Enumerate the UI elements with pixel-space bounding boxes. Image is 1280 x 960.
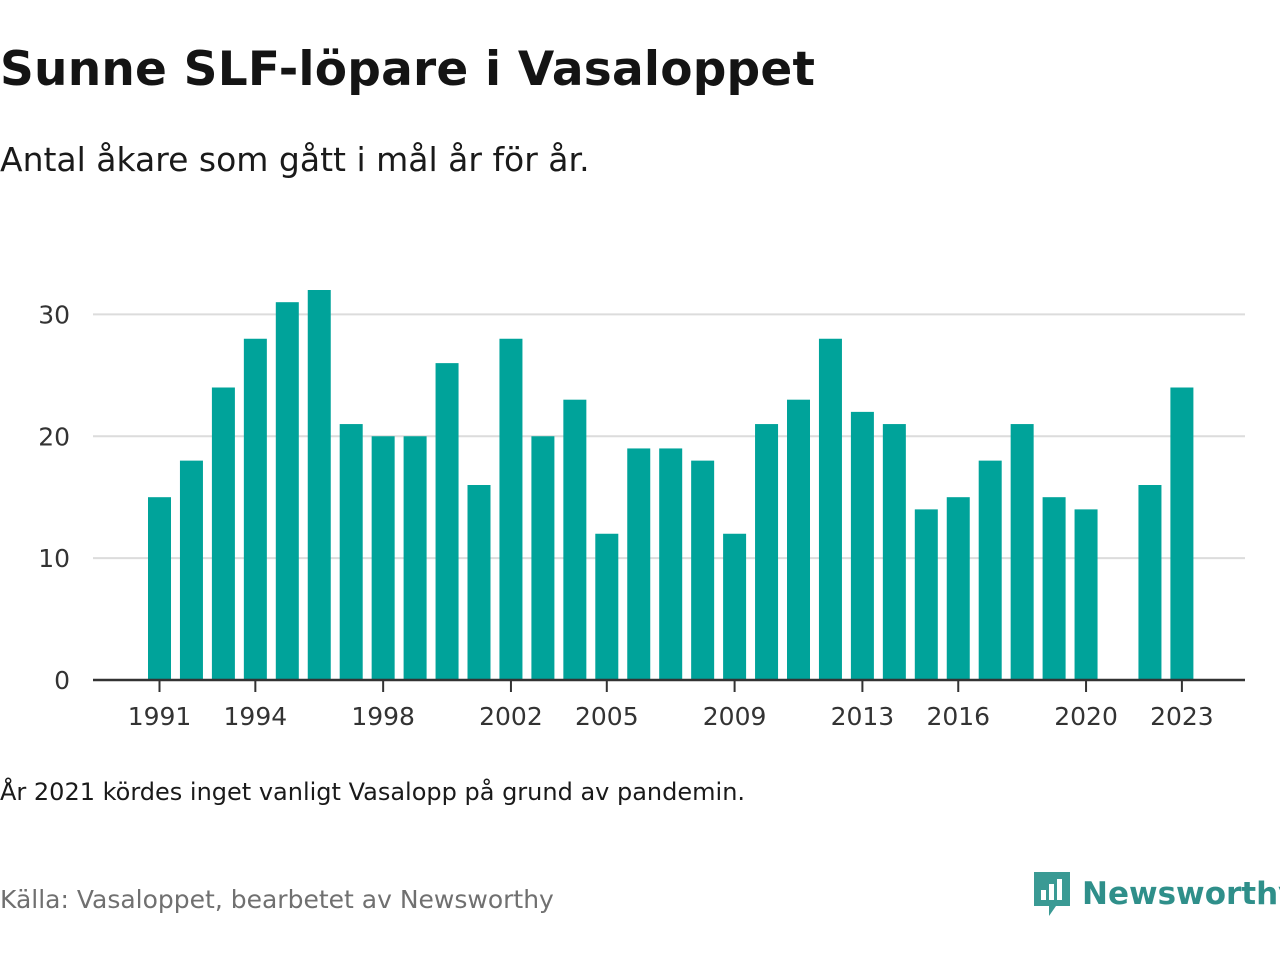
bar-1993 xyxy=(211,387,235,680)
bar-2012 xyxy=(818,338,842,680)
x-tick-label: 2013 xyxy=(831,702,895,731)
chart-subtitle: Antal åkare som gått i mål år för år. xyxy=(0,140,590,179)
bar-1996 xyxy=(307,290,331,680)
y-axis-ticks: 0 10 20 30 xyxy=(38,300,70,695)
bar-2016 xyxy=(946,497,970,680)
bar-2015 xyxy=(914,509,938,680)
x-tick-label: 2016 xyxy=(926,702,990,731)
source-text: Källa: Vasaloppet, bearbetet av Newswort… xyxy=(0,885,554,914)
bar-2001 xyxy=(467,485,491,680)
x-tick-label: 1998 xyxy=(351,702,415,731)
x-tick-label: 2005 xyxy=(575,702,639,731)
bar-1998 xyxy=(371,436,395,680)
y-tick-label: 10 xyxy=(38,544,70,573)
bar-2023 xyxy=(1170,387,1194,680)
bar-2010 xyxy=(755,424,779,680)
chart-title: Sunne SLF-löpare i Vasaloppet xyxy=(0,42,816,97)
bar-1994 xyxy=(243,338,267,680)
bar-1992 xyxy=(179,460,203,680)
bar-1995 xyxy=(275,302,299,680)
x-tick-label: 2020 xyxy=(1054,702,1118,731)
bar-2007 xyxy=(659,448,683,680)
bar-2019 xyxy=(1042,497,1066,680)
y-tick-label: 20 xyxy=(38,422,70,451)
x-axis-ticks: 1991 1994 1998 2002 2005 2009 2013 2016 2020 2023 xyxy=(128,680,1214,731)
newsworthy-logo[interactable]: Newsworthy xyxy=(1032,870,1280,918)
bar-2004 xyxy=(563,399,587,680)
bar-2013 xyxy=(850,411,874,680)
x-tick-label: 2002 xyxy=(479,702,543,731)
brand-name: Newsworthy xyxy=(1082,876,1280,912)
bar-2005 xyxy=(595,533,619,680)
bar-2017 xyxy=(978,460,1002,680)
bar-2006 xyxy=(627,448,651,680)
bar-2020 xyxy=(1074,509,1098,680)
bar-2011 xyxy=(787,399,810,680)
bar-2009 xyxy=(723,533,747,680)
bar-2008 xyxy=(691,460,715,680)
bar-2014 xyxy=(882,424,906,680)
x-tick-label: 1994 xyxy=(224,702,288,731)
bar-2022 xyxy=(1138,485,1162,680)
bar-1991 xyxy=(148,497,171,680)
chart-note: År 2021 kördes inget vanligt Vasalopp på… xyxy=(0,778,746,806)
bar-chart: 0 10 20 30 1991 1994 1998 2002 2005 2009 2013 2016… xyxy=(38,290,1245,731)
y-tick-label: 30 xyxy=(38,300,70,329)
bar-1997 xyxy=(339,424,363,680)
bars xyxy=(148,290,1194,680)
bar-2002 xyxy=(499,338,523,680)
y-tick-label: 0 xyxy=(54,666,70,695)
x-tick-label: 1991 xyxy=(128,702,192,731)
bar-2018 xyxy=(1010,424,1034,680)
bar-1999 xyxy=(403,436,427,680)
x-tick-label: 2009 xyxy=(703,702,767,731)
newsworthy-logo-icon xyxy=(1034,872,1070,916)
bar-2000 xyxy=(435,363,459,680)
bar-2003 xyxy=(531,436,555,680)
x-tick-label: 2023 xyxy=(1150,702,1214,731)
